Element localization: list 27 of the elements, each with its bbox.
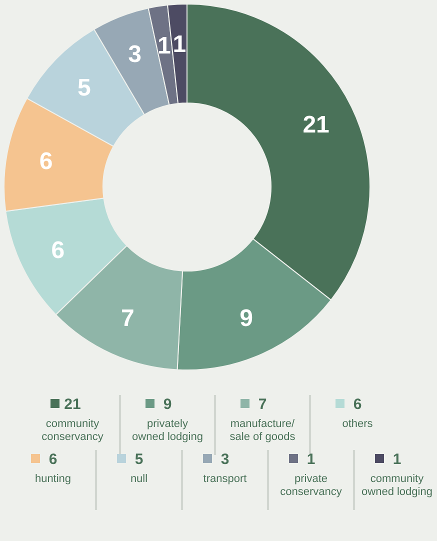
data-label: 5	[78, 74, 91, 102]
text: 21	[64, 396, 81, 413]
text: 3	[220, 451, 230, 468]
legend-label: privately owned lodging	[132, 418, 203, 443]
text: 5	[134, 451, 144, 468]
legend-label: transport	[203, 473, 247, 485]
text: 1	[392, 451, 402, 468]
legend-label: community owned lodging	[362, 473, 432, 498]
legend-label: hunting	[34, 473, 72, 485]
data-label: 1	[157, 32, 171, 60]
text: 9	[163, 396, 172, 413]
legend-label: null	[130, 473, 148, 485]
data-label: 6	[39, 148, 53, 175]
data-label: 21	[302, 112, 330, 139]
legend-label: community conservancy	[42, 418, 104, 443]
legend-label: others	[342, 418, 374, 430]
legend-label: manufacture/sale of goods	[230, 418, 296, 443]
data-label: 7	[121, 305, 134, 332]
text: 6	[48, 451, 58, 468]
text: 7	[258, 396, 267, 413]
text: 6	[353, 396, 362, 413]
data-label: 9	[240, 305, 253, 332]
data-label: 6	[51, 237, 65, 264]
data-label: 1	[172, 31, 186, 58]
data-label: 3	[128, 40, 142, 68]
legend-label: private conservancy	[280, 473, 342, 498]
text: 1	[306, 451, 316, 468]
